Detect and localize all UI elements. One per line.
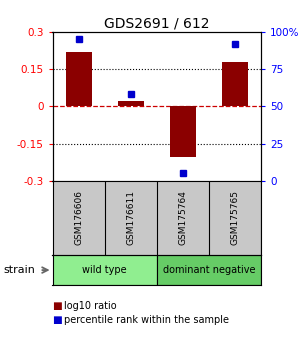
Bar [65,52,92,106]
Text: GSM176611: GSM176611 [126,190,135,245]
Text: ■: ■ [52,301,62,311]
Text: percentile rank within the sample: percentile rank within the sample [64,315,230,325]
Title: GDS2691 / 612: GDS2691 / 612 [104,17,209,31]
Text: dominant negative: dominant negative [163,265,255,275]
Bar [222,62,248,106]
Bar [118,101,144,106]
Text: GSM175765: GSM175765 [230,190,239,245]
Bar [52,255,157,285]
Text: GSM176606: GSM176606 [74,190,83,245]
Text: wild type: wild type [82,265,127,275]
Text: GSM175764: GSM175764 [178,190,187,245]
Text: log10 ratio: log10 ratio [64,301,117,311]
Text: strain: strain [3,265,35,275]
Text: ■: ■ [52,315,62,325]
Bar [170,106,196,157]
Bar [157,255,261,285]
